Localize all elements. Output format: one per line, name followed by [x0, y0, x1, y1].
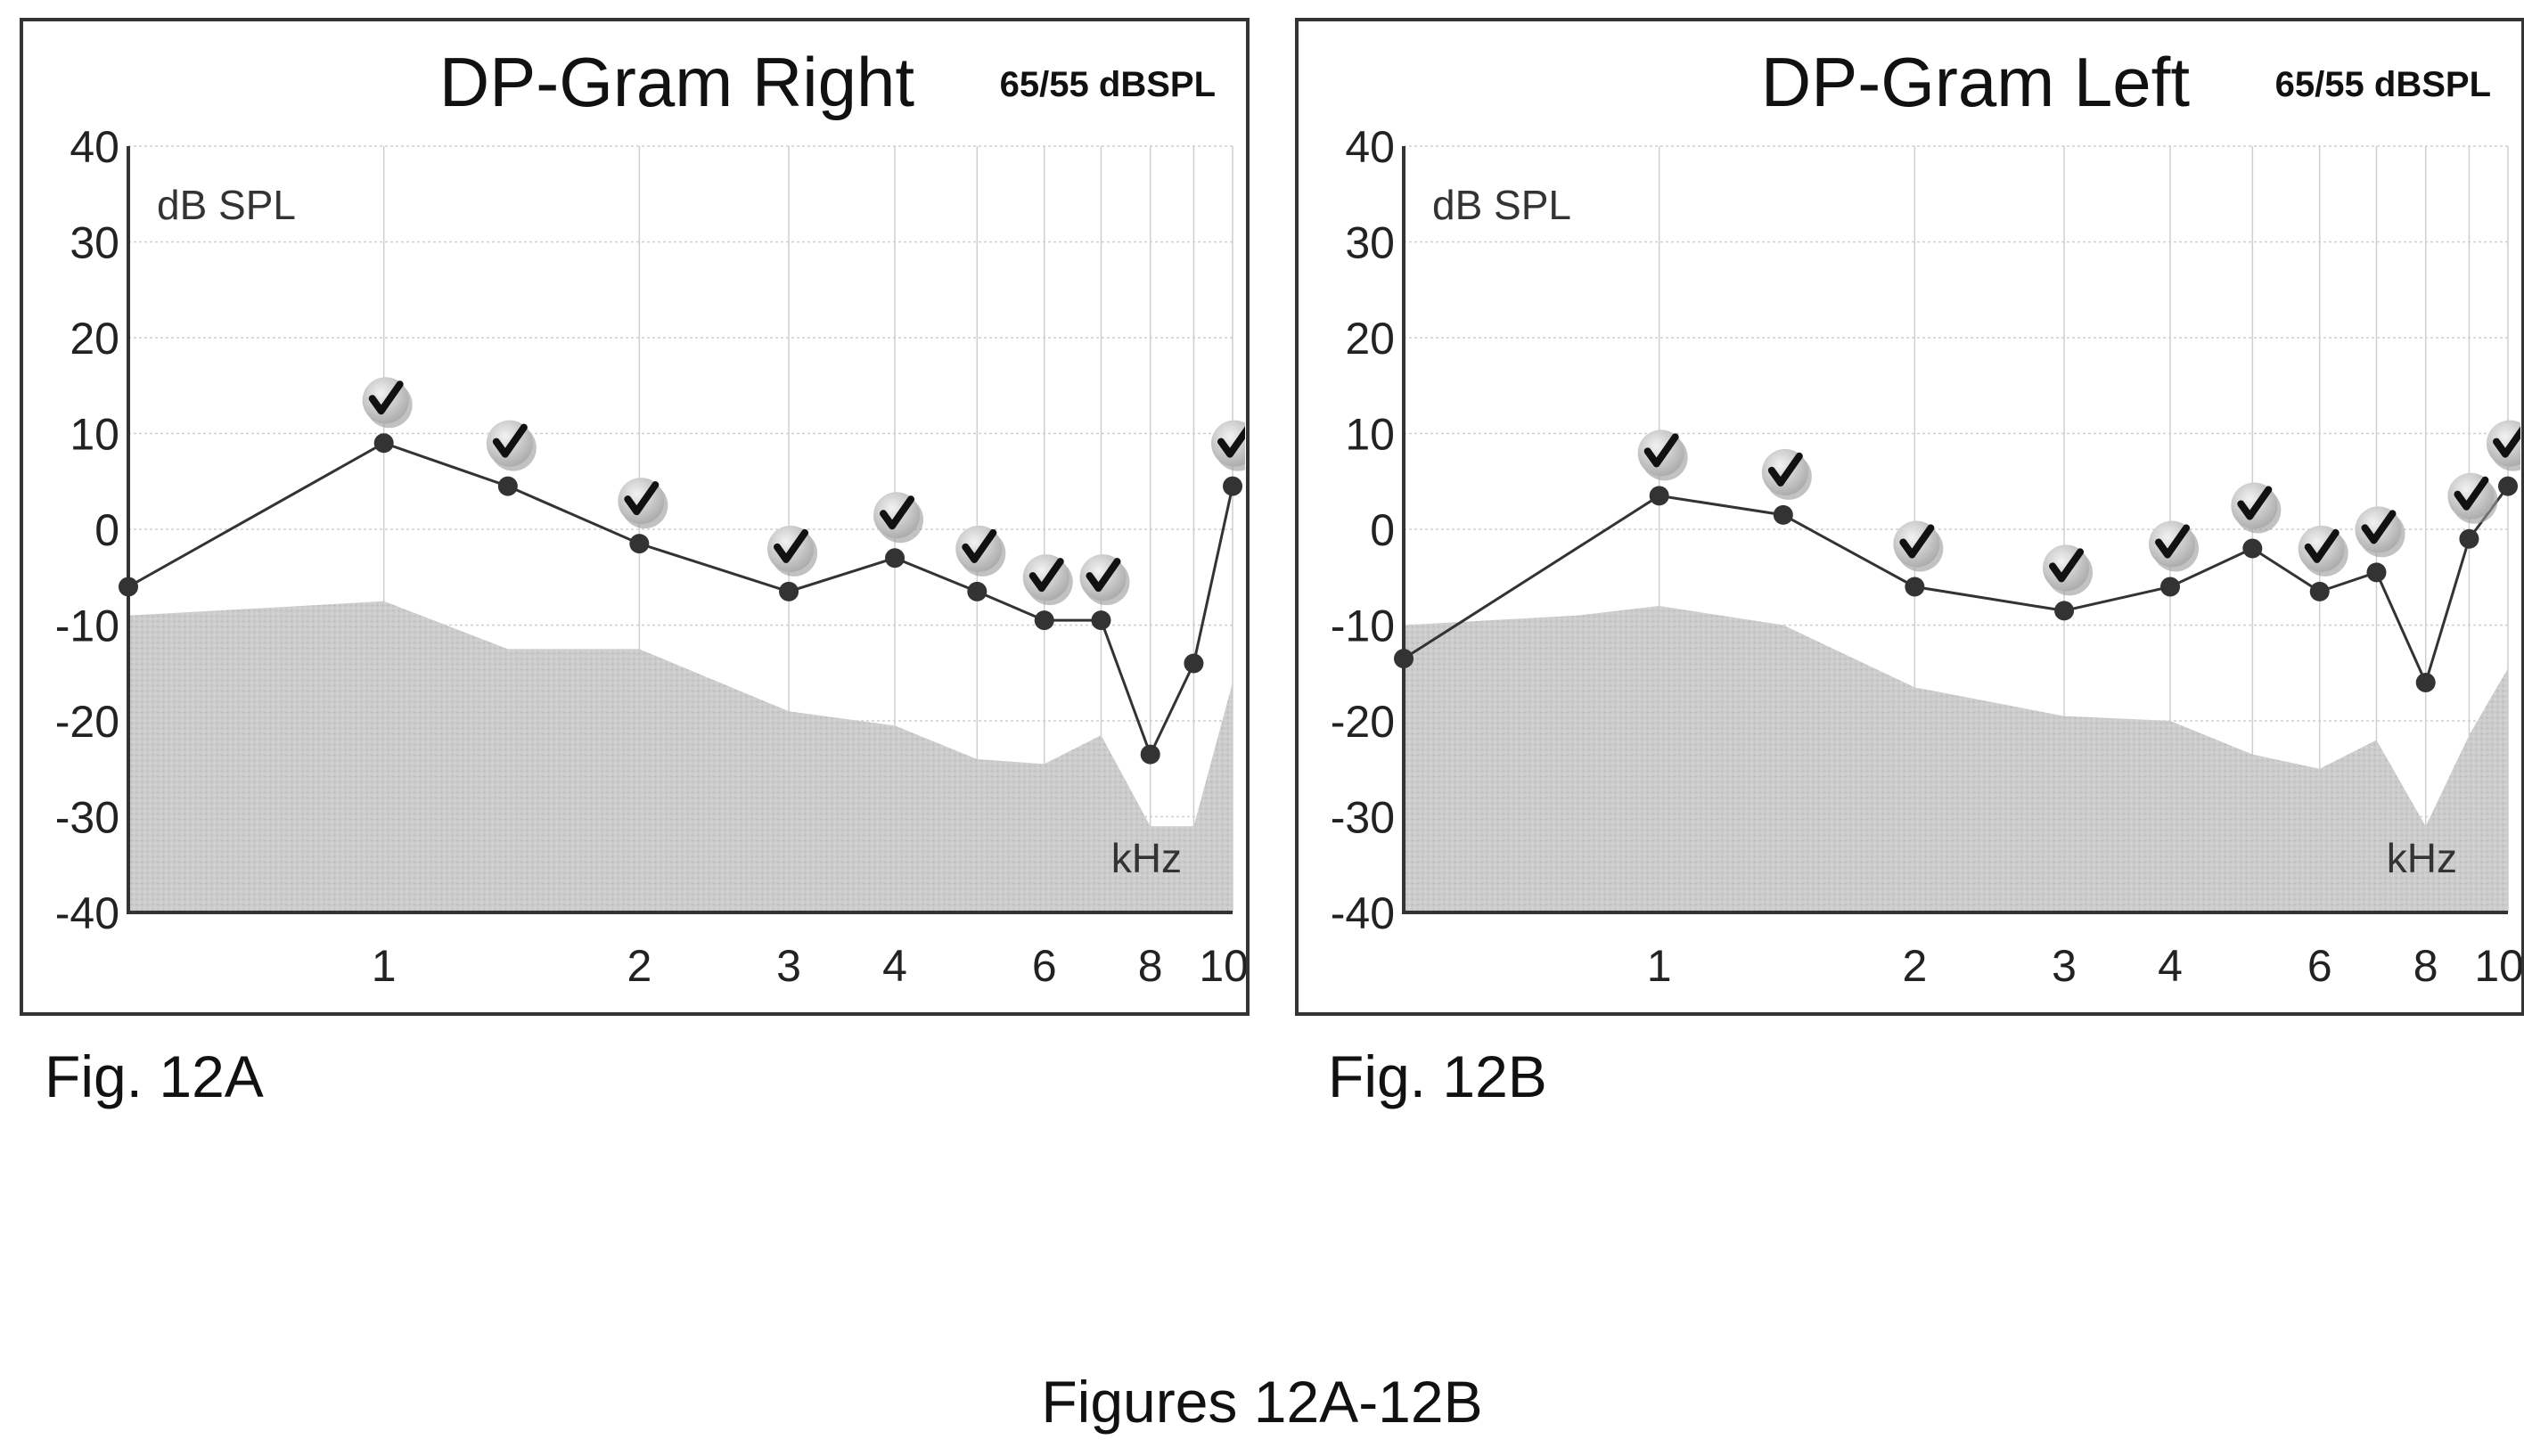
dp-point [2309, 581, 2330, 601]
chart-subtitle: 65/55 dBSPL [2275, 65, 2491, 104]
dp-point [373, 433, 394, 454]
x-tick-label: 8 [2413, 941, 2438, 991]
x-tick-label: 4 [882, 941, 907, 991]
figures-caption: Figures 12A-12B [1041, 1369, 1483, 1435]
check-icon [2049, 548, 2085, 583]
check-icon [2155, 524, 2191, 559]
y-tick-label: 30 [70, 218, 119, 268]
x-tick-label: 10 [1199, 941, 1246, 991]
x-axis-label: kHz [2387, 835, 2457, 881]
y-tick-label: 0 [94, 505, 119, 555]
x-tick-label: 2 [627, 941, 651, 991]
y-tick-label: -20 [1331, 697, 1395, 747]
chart-title: DP-Gram Left [1761, 43, 2190, 121]
dp-point [1223, 476, 1242, 496]
check-icon [2361, 510, 2397, 544]
x-axis-label: kHz [1111, 835, 1182, 881]
y-tick-label: -20 [55, 697, 119, 747]
check-icon [2304, 528, 2340, 563]
y-tick-label: 10 [1345, 410, 1395, 460]
x-tick-label: 3 [776, 941, 801, 991]
x-tick-label: 10 [2474, 941, 2521, 991]
dp-point [2459, 528, 2479, 549]
y-tick-label: 0 [1370, 505, 1395, 555]
y-tick-label: 10 [70, 410, 119, 460]
dp-gram-left-chart: 40 30 20 10 0 -10 -20 -30 -40 1 2 3 4 6 8 10 DP-Gram Lef… [1331, 43, 2521, 991]
figure-12a-caption: Fig. 12A [45, 1043, 264, 1109]
check-icon [1899, 524, 1935, 559]
check-icon [2493, 426, 2520, 458]
check-icon [962, 528, 997, 563]
x-tick-label: 8 [1138, 941, 1163, 991]
x-tick-label: 2 [1902, 941, 1927, 991]
noise-floor-area [1404, 606, 2508, 912]
pass-badge [1211, 420, 1245, 467]
check-icon [624, 481, 660, 516]
dp-point [2366, 562, 2387, 583]
check-icon [1217, 426, 1245, 458]
dp-point [2498, 476, 2518, 496]
dp-gram-left-panel: 40 30 20 10 0 -10 -20 -30 -40 1 2 3 4 6 8 10 DP-Gram Lef… [1295, 18, 2524, 1016]
dp-point [967, 581, 987, 601]
dp-point [1091, 610, 1111, 631]
dp-point [1034, 610, 1054, 631]
check-icon [1028, 558, 1064, 593]
y-axis-label: dB SPL [157, 182, 296, 228]
noise-floor-area [128, 601, 1233, 912]
x-tick-label: 1 [1647, 941, 1672, 991]
dp-point [1773, 504, 1793, 525]
check-icon [880, 495, 915, 530]
check-icon [774, 528, 809, 563]
dp-point [1394, 649, 1414, 669]
dp-point [1905, 577, 1925, 597]
dp-point [1140, 744, 1160, 765]
check-icon [1767, 452, 1803, 487]
dp-point [1184, 653, 1204, 674]
dp-point [2160, 577, 2181, 597]
y-axis-label: dB SPL [1432, 182, 1571, 228]
chart-subtitle: 65/55 dBSPL [1000, 65, 1216, 104]
y-tick-label: -10 [1331, 601, 1395, 651]
chart-title: DP-Gram Right [439, 43, 914, 121]
y-tick-label: -40 [55, 888, 119, 938]
check-icon [492, 423, 528, 458]
check-icon [2454, 476, 2489, 511]
dp-point [497, 476, 518, 496]
x-tick-label: 6 [1032, 941, 1057, 991]
x-tick-label: 1 [372, 941, 397, 991]
x-tick-label: 3 [2052, 941, 2077, 991]
dp-point [2242, 538, 2263, 559]
dp-series-line [1403, 485, 2510, 687]
dp-point [2415, 673, 2436, 692]
dp-gram-right-chart: 40 30 20 10 0 -10 -20 -30 -40 1 2 3 4 6 8 10 DP-Gram Rig… [55, 43, 1246, 991]
y-tick-label: 20 [1345, 314, 1395, 364]
y-tick-label: -40 [1331, 888, 1395, 938]
dp-point [629, 534, 650, 554]
figure-12b-caption: Fig. 12B [1328, 1043, 1547, 1109]
dp-series-line [127, 441, 1234, 758]
check-icon [368, 380, 404, 415]
check-icon [1086, 558, 1121, 593]
x-tick-label: 4 [2158, 941, 2183, 991]
dp-point [119, 577, 138, 597]
y-tick-label: 40 [1345, 122, 1395, 172]
pass-badge [2487, 420, 2520, 467]
x-tick-label: 6 [2307, 941, 2332, 991]
dp-gram-right-panel: 40 30 20 10 0 -10 -20 -30 -40 1 2 3 4 6 8 10 DP-Gram Rig… [20, 18, 1250, 1016]
y-tick-label: -10 [55, 601, 119, 651]
dp-point [1649, 486, 1669, 506]
dp-point [779, 581, 799, 601]
plot-group [1394, 420, 2520, 692]
y-tick-label: 40 [70, 122, 119, 172]
dp-point [885, 548, 906, 568]
dp-point [2054, 601, 2075, 621]
y-tick-label: 30 [1345, 218, 1395, 268]
y-tick-label: -30 [55, 793, 119, 843]
plot-group [119, 377, 1245, 765]
y-tick-label: -30 [1331, 793, 1395, 843]
check-icon [1643, 433, 1679, 468]
check-icon [2237, 486, 2273, 520]
y-tick-label: 20 [70, 314, 119, 364]
